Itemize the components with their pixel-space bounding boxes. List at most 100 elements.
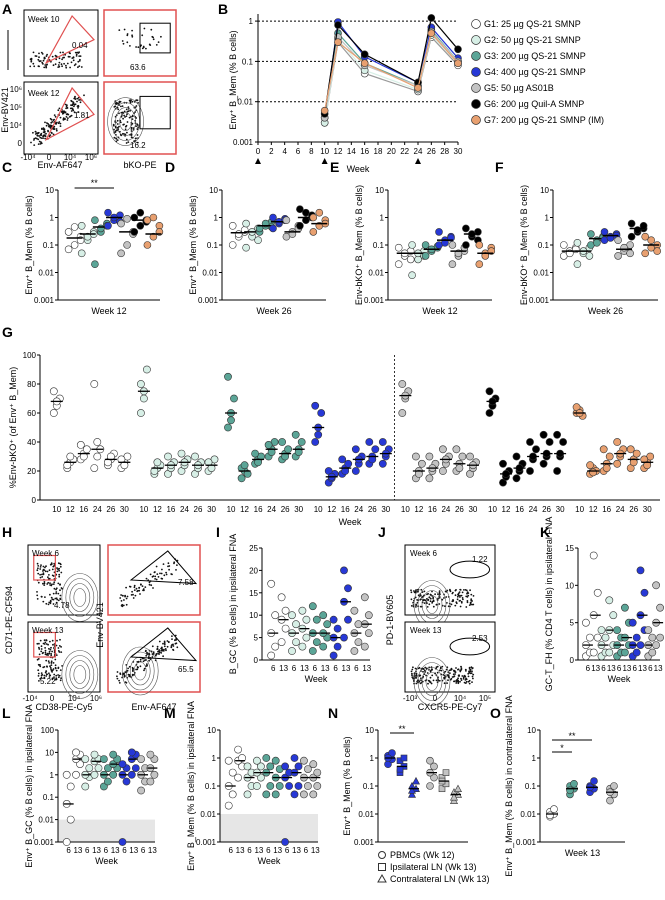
k-point-g3 (613, 626, 621, 634)
b-series-line-g2 (324, 33, 459, 123)
g-week-tick: 30 (381, 505, 390, 514)
event-dot (55, 58, 58, 61)
event-dot (41, 53, 44, 55)
m-point-g5 (309, 790, 318, 799)
c-y-label: Env⁺ B_Mem (% B cells) (24, 195, 34, 294)
event-dot (64, 118, 67, 120)
g-point-g3 (240, 461, 249, 470)
event-dot (418, 666, 421, 669)
m-point-g5 (313, 768, 322, 777)
event-dot (416, 599, 418, 601)
event-dot (411, 674, 413, 677)
event-dot (135, 668, 138, 671)
n-contralateral-point-g5 (453, 784, 463, 793)
event-dot (127, 106, 130, 108)
event-dot (70, 61, 73, 64)
event-dot (38, 52, 40, 55)
g-point-g6 (539, 430, 548, 439)
flow-h-x-tick: 0 (50, 694, 55, 703)
event-dot (148, 659, 151, 662)
event-dot (422, 668, 425, 670)
m-point-g1 (224, 756, 233, 765)
event-dot (445, 590, 448, 593)
g-point-g6 (485, 387, 494, 396)
d-y-tick: 0.01 (202, 269, 218, 278)
event-dot (58, 645, 61, 647)
g-week-tick: 30 (643, 505, 652, 514)
event-dot (44, 64, 47, 66)
event-dot (54, 115, 57, 118)
c-point-g2 (77, 249, 86, 258)
event-dot (55, 674, 58, 677)
g-point-g1 (93, 438, 102, 446)
event-dot (45, 65, 47, 68)
event-dot (48, 662, 50, 664)
legend-label-g1: G1: 25 µg QS-21 SMNP (484, 19, 581, 29)
k-point-g1 (589, 551, 598, 560)
l-point-g2 (94, 764, 103, 772)
flow-h-gate-value-4: 65.5 (178, 665, 194, 674)
g-week-tick: 16 (341, 505, 350, 514)
event-dot (123, 599, 125, 601)
panel-letter-e: E (330, 159, 339, 175)
event-dot (162, 563, 165, 565)
f-point-g7 (653, 247, 662, 255)
g-point-g3 (227, 416, 235, 425)
event-dot (77, 66, 79, 69)
d-point-g1 (228, 222, 237, 230)
event-dot (417, 594, 420, 597)
m-y-tick: 0.01 (200, 810, 216, 819)
event-dot (39, 677, 42, 680)
event-dot (47, 576, 49, 579)
event-dot (116, 123, 119, 125)
f-y-tick: 0.001 (529, 296, 550, 305)
g-week-tick: 24 (354, 505, 363, 514)
event-dot (68, 116, 71, 118)
m-week-tick: 6 (247, 846, 252, 855)
legend-label-g2: G2: 50 µg QS-21 SMNP (484, 35, 581, 45)
m-point-g2 (252, 756, 261, 765)
d-y-tick: 0.1 (207, 241, 219, 250)
event-dot (472, 677, 474, 680)
event-dot (125, 138, 128, 141)
g-week-tick: 12 (153, 505, 162, 514)
contour-line (119, 112, 132, 131)
k-point-g1 (593, 633, 602, 642)
event-dot (160, 572, 163, 575)
g-point-g6 (532, 445, 540, 454)
k-point-g2 (601, 633, 610, 642)
event-dot (46, 583, 49, 585)
event-dot (50, 660, 53, 663)
k-y-label: GC-T_FH (% CD4 T cells) in ipsilateral F… (544, 517, 554, 692)
event-dot (149, 573, 152, 576)
flow-j-wk6-gate (449, 560, 491, 579)
l-week-tick: 6 (66, 846, 71, 855)
event-dot (59, 638, 61, 641)
flow-a-wk12-bko-gate (139, 95, 171, 130)
event-dot (49, 600, 52, 603)
event-dot (58, 569, 60, 572)
legend-marker-g6 (471, 99, 481, 109)
panel-letter-b: B (218, 1, 228, 17)
event-dot (36, 591, 38, 593)
event-dot (126, 113, 128, 116)
i-week-tick: 6 (271, 664, 276, 673)
event-dot (420, 598, 422, 600)
flow-a-gate-value-3: 1.81 (74, 111, 90, 120)
event-dot (129, 100, 132, 103)
g-y-tick: 100 (23, 351, 37, 360)
event-dot (428, 669, 430, 671)
event-dot (129, 109, 132, 112)
m-week-tick: 6 (285, 846, 290, 855)
event-dot (120, 604, 123, 607)
event-dot (120, 594, 122, 596)
event-dot (41, 576, 44, 578)
m-x-label: Week (258, 856, 281, 866)
event-dot (39, 639, 42, 642)
legend-marker-g2 (471, 35, 481, 45)
event-dot (449, 672, 451, 674)
m-week-tick: 13 (236, 846, 245, 855)
event-dot (127, 667, 129, 670)
event-dot (457, 668, 459, 671)
l-point-g2 (90, 750, 99, 759)
